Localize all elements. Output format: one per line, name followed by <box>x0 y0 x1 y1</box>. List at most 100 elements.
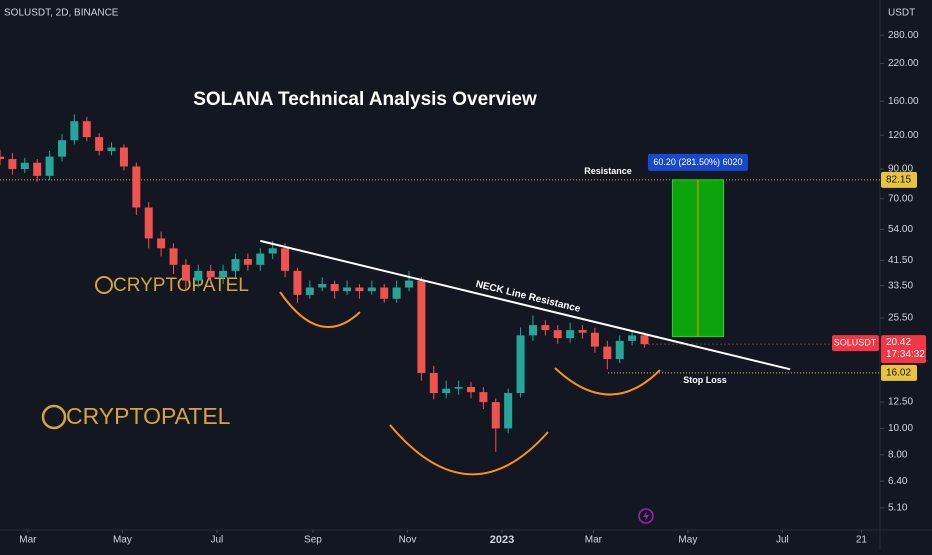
axis-label: USDT <box>888 8 915 19</box>
x-tick-label: Nov <box>399 535 417 546</box>
candle-body <box>181 264 190 281</box>
candle-body <box>367 287 376 292</box>
level-label: Stop Loss <box>683 375 727 385</box>
candle-body <box>541 325 550 331</box>
logo-icon <box>41 404 67 430</box>
logo-icon <box>95 276 113 294</box>
candle-body <box>466 387 475 393</box>
candle-body <box>82 121 91 138</box>
lightning-icon <box>638 508 654 524</box>
candle-body <box>70 121 79 141</box>
candle-body <box>281 248 290 271</box>
y-tick-label: 10.00 <box>888 423 913 434</box>
y-tick-label: 120.00 <box>888 130 919 141</box>
pattern-arcs <box>279 291 661 476</box>
candle-body <box>0 156 4 160</box>
y-tick-label: 41.50 <box>888 255 913 266</box>
y-tick-label: 25.50 <box>888 313 913 324</box>
y-tick-label: 33.50 <box>888 280 913 291</box>
candle-body <box>429 372 438 394</box>
y-tick-label: 160.00 <box>888 96 919 107</box>
x-tick-label: Jul <box>776 535 789 546</box>
x-tick-label: Mar <box>19 535 37 546</box>
price-badge <box>881 335 926 364</box>
x-tick-label: Sep <box>304 535 322 546</box>
candle-body <box>95 137 104 151</box>
level-badge-label: 16.02 <box>886 367 911 378</box>
candle-body <box>256 253 265 265</box>
candle-body <box>33 162 42 176</box>
candle-body <box>417 280 426 373</box>
candle-body <box>293 270 302 295</box>
candle-body <box>380 287 389 299</box>
candle-body <box>355 287 364 292</box>
candle-body <box>330 283 339 292</box>
level-badge-label: 82.15 <box>886 174 911 185</box>
candle-body <box>343 287 352 292</box>
icon-bolt <box>643 511 649 521</box>
watermark: CRYPTOPATEL <box>113 275 249 296</box>
candle-body <box>144 207 153 239</box>
candle-body <box>516 335 525 394</box>
candle-body <box>603 346 612 360</box>
candle-body <box>305 287 314 295</box>
watermark-logo: CRYPTOPATEL CRYPTOPATEL <box>41 275 249 430</box>
candle-body <box>578 330 587 333</box>
x-tick-label: 2023 <box>490 534 514 546</box>
y-tick-label: 54.00 <box>888 224 913 235</box>
candle-body <box>8 159 17 170</box>
candle-body <box>107 147 116 151</box>
y-tick-label: 220.00 <box>888 58 919 69</box>
candle-body <box>219 270 228 278</box>
x-tick-label: 21 <box>856 535 868 546</box>
candle-body <box>640 335 649 345</box>
candle-body <box>268 248 277 254</box>
level-label: Resistance <box>584 166 632 176</box>
y-tick-label: 70.00 <box>888 193 913 204</box>
right-shoulder <box>554 367 661 396</box>
candle-body <box>194 270 203 281</box>
candle-body <box>318 283 327 288</box>
x-tick-label: May <box>113 535 132 546</box>
candle-body <box>392 287 401 299</box>
symbol-badge-label: SOLUSDT <box>834 338 877 348</box>
chart-title: SOLANA Technical Analysis Overview <box>193 89 537 110</box>
x-tick-label: Mar <box>585 535 603 546</box>
y-tick-label: 8.00 <box>888 449 908 460</box>
watermark: CRYPTOPATEL <box>66 403 231 429</box>
level-badge <box>881 171 917 188</box>
candle-body <box>231 259 240 271</box>
candle-body <box>590 332 599 347</box>
y-tick-label: 6.40 <box>888 476 908 487</box>
candle-body <box>132 166 141 208</box>
target-label: 60.20 (281.50%) 6020 <box>653 157 742 167</box>
candle-body <box>504 393 513 429</box>
x-tick-label: Jul <box>211 535 224 546</box>
candle-body <box>566 330 575 339</box>
head <box>389 424 549 476</box>
candle-body <box>454 387 463 389</box>
y-tick-label: 90.00 <box>888 164 913 175</box>
candle-body <box>528 325 537 336</box>
chart-header: SOLUSDT, 2D, BINANCE <box>4 8 119 19</box>
candle-body <box>206 270 215 278</box>
y-tick-label: 5.10 <box>888 503 908 514</box>
candle-body <box>20 162 29 170</box>
price-badge-label: 20.42 <box>886 337 911 348</box>
candle-body <box>553 330 562 339</box>
candle-body <box>491 402 500 429</box>
candle-body <box>479 392 488 403</box>
candle-body <box>615 340 624 360</box>
icon-ring <box>638 508 654 524</box>
level-badge <box>881 364 917 381</box>
candle-body <box>119 147 128 167</box>
neckline <box>260 239 791 371</box>
countdown-label: 17:34:32 <box>886 349 925 360</box>
y-tick-label: 12.50 <box>888 397 913 408</box>
y-tick-label: 280.00 <box>888 30 919 41</box>
x-tick-label: May <box>678 535 697 546</box>
candle-body <box>628 335 637 341</box>
candle-body <box>45 156 54 176</box>
